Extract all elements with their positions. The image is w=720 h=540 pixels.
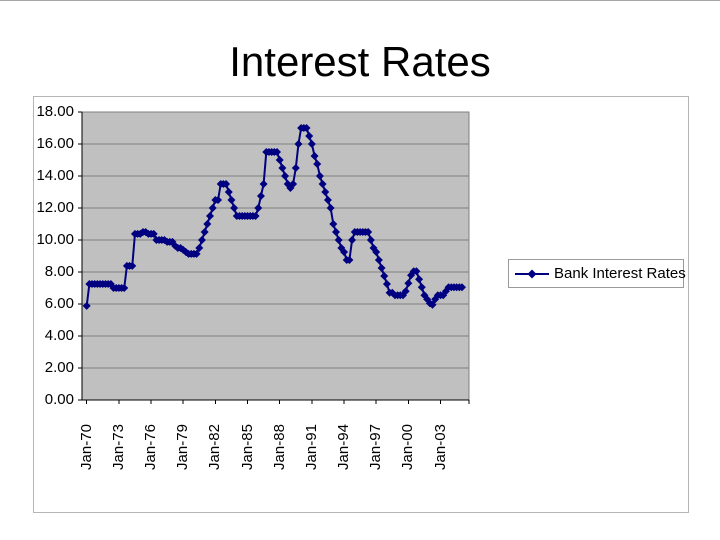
y-axis-label: 0.00: [44, 391, 74, 408]
chart-title: Interest Rates: [229, 38, 491, 85]
y-axis-label: 2.00: [44, 359, 74, 376]
x-axis-label: Jan-70: [77, 424, 95, 470]
legend-label: Bank Interest Rates: [554, 265, 686, 282]
x-axis-label: Jan-79: [174, 424, 192, 470]
y-axis-label: 18.00: [36, 103, 74, 120]
x-axis-label: Jan-73: [109, 424, 127, 470]
legend-series-marker-icon: [515, 269, 549, 278]
y-axis-label: 10.00: [36, 231, 74, 248]
x-axis-label: Jan-88: [270, 424, 288, 470]
y-axis-label: 6.00: [44, 295, 74, 312]
x-axis-label: Jan-91: [302, 424, 320, 470]
y-axis-label: 8.00: [44, 263, 74, 280]
y-axis-label: 14.00: [36, 167, 74, 184]
y-axis-label: 12.00: [36, 199, 74, 216]
x-axis-label: Jan-03: [431, 424, 449, 470]
y-axis-label: 4.00: [44, 327, 74, 344]
legend[interactable]: Bank Interest Rates: [508, 259, 686, 288]
x-axis-label: Jan-76: [142, 424, 160, 470]
x-axis-label: Jan-85: [238, 424, 256, 470]
y-axis-label: 16.00: [36, 135, 74, 152]
chart-object[interactable]: [33, 96, 689, 513]
x-axis-label: Jan-97: [367, 424, 385, 470]
x-axis-label: Jan-82: [206, 424, 224, 470]
x-axis-label: Jan-00: [399, 424, 417, 470]
x-axis-label: Jan-94: [335, 424, 353, 470]
slide-border-top: [0, 0, 720, 1]
